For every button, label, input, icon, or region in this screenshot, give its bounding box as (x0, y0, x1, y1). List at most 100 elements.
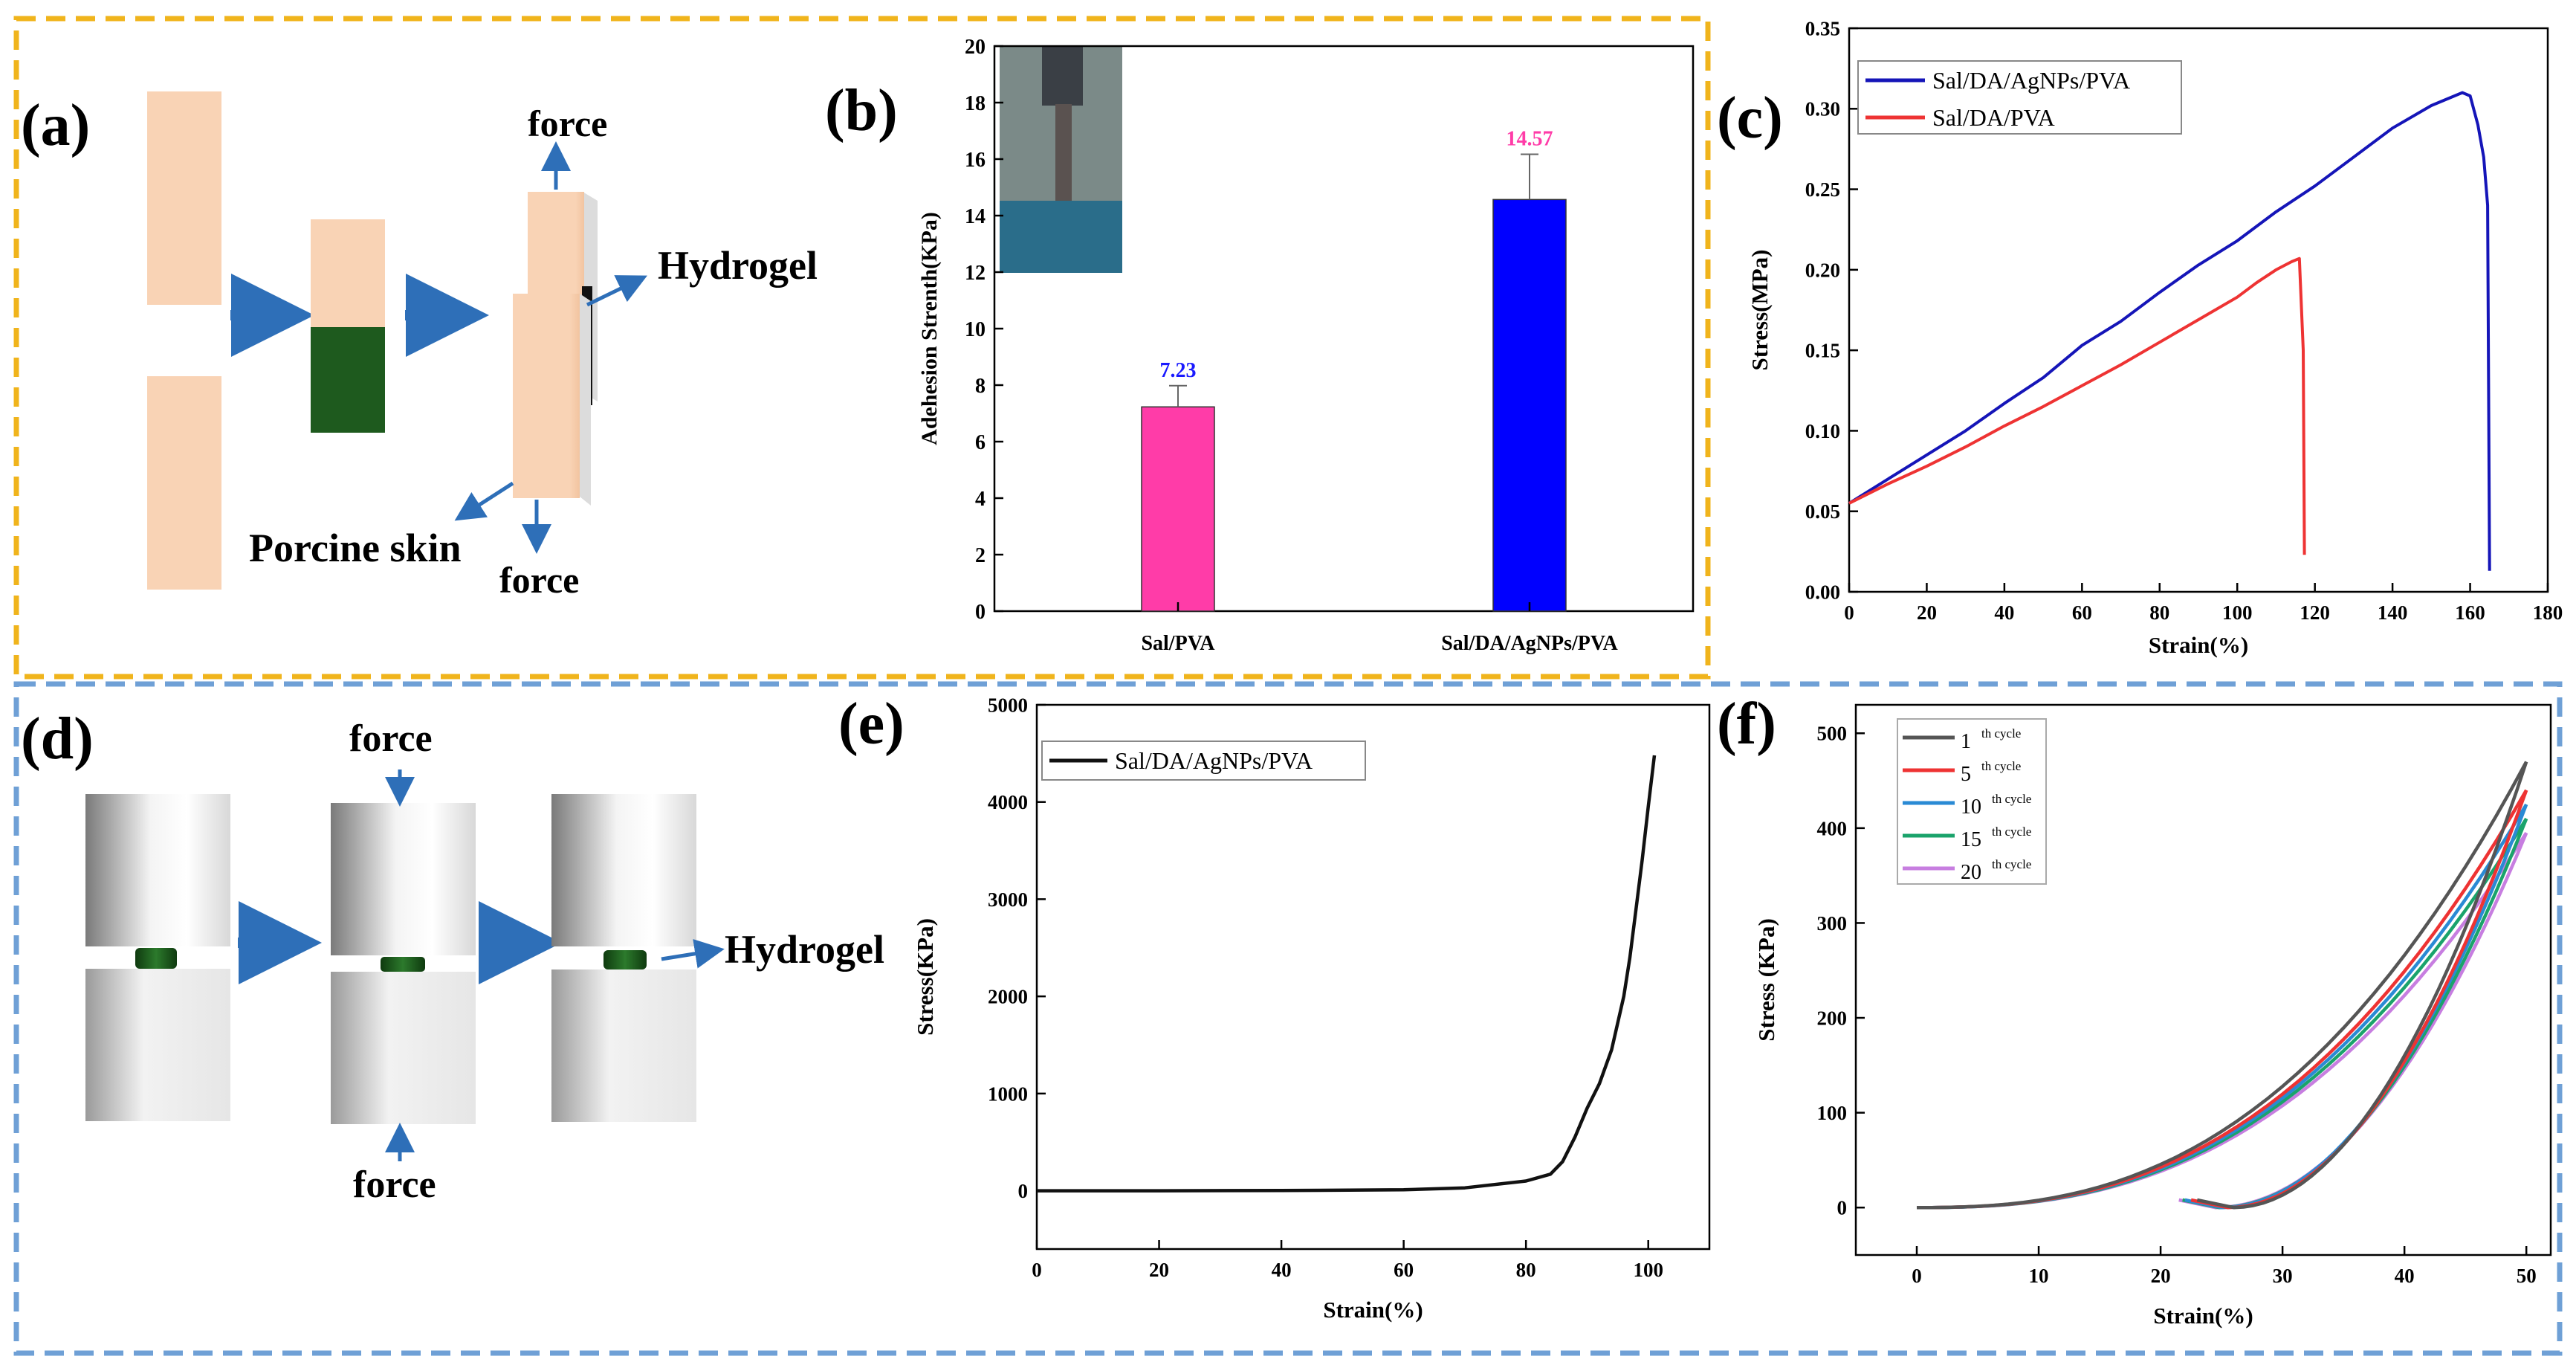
hydrogel-sample-1 (135, 948, 177, 969)
x-tick-label: 0 (1844, 601, 1854, 624)
panel-c-label: (c) (1717, 86, 1783, 151)
hydrogel-pointer-d (661, 938, 725, 969)
legend-superscript: th cycle (1992, 825, 2031, 839)
x-tick-label: 120 (2300, 601, 2330, 624)
y-tick-label: 200 (1817, 1007, 1848, 1029)
line-chart-compression: 0 1000 2000 3000 4000 5000 0 20 40 60 80 100 Strain(… (912, 694, 1711, 1323)
x-tick-label: 40 (1994, 601, 2014, 624)
series-line (1848, 256, 2306, 555)
y-tick-label: 0.35 (1805, 17, 1840, 39)
skin-piece-bottom (147, 376, 221, 590)
legend-label: 5 (1961, 763, 1971, 786)
photo-inset-sample (1055, 104, 1072, 216)
unloading-curve (2196, 761, 2528, 1210)
y-tick-label: 16 (965, 149, 986, 172)
photo-inset-clamp-bottom (1000, 201, 1122, 273)
x-tick-label: 40 (2395, 1265, 2415, 1287)
legend-label: Sal/DA/AgNPs/PVA (1932, 67, 2130, 94)
x-tick-label: 60 (1394, 1259, 1414, 1281)
hydrogel-pointer (586, 275, 647, 307)
upper-plate-1 (85, 794, 230, 946)
bar (1492, 199, 1567, 612)
y-tick-label: 4000 (988, 791, 1028, 813)
lower-plate-1 (85, 969, 230, 1121)
x-axis-label: Strain(%) (1323, 1297, 1423, 1323)
loading-curve (1917, 761, 2528, 1210)
upper-plate-3 (551, 794, 696, 946)
x-tick-label: 100 (2222, 601, 2253, 624)
y-axis-label: Stress(KPa) (912, 918, 938, 1036)
skin-pointer (454, 481, 514, 521)
photo-inset-clamp-top (1042, 46, 1083, 106)
legend-label: 20 (1961, 861, 1981, 884)
legend-superscript: th cycle (1992, 792, 2031, 806)
x-tick-label: 100 (1633, 1259, 1663, 1281)
y-tick-label: 4 (975, 488, 986, 511)
lower-plate-3 (551, 969, 696, 1122)
plot-frame (1854, 703, 2552, 1256)
y-tick-label: 0.10 (1805, 420, 1840, 442)
y-tick-label: 20 (965, 36, 986, 59)
y-axis-label: Stress(MPa) (1747, 250, 1773, 371)
y-tick-label: 100 (1817, 1102, 1848, 1124)
panel-b-label: (b) (825, 78, 898, 143)
legend-label: Sal/DA/PVA (1932, 104, 2055, 131)
lower-skin-block (513, 294, 580, 498)
y-tick-label: 0.30 (1805, 98, 1840, 120)
y-axis-label: Adehesion Strenth(KPa) (917, 212, 942, 445)
unloading-curve (2190, 790, 2528, 1210)
force-label-bottom: force (499, 559, 579, 601)
series-line (1037, 755, 1657, 1193)
line-chart-tensile: 0.00 0.05 0.10 0.15 0.20 0.25 0.30 0.35 0 20 40 60 8… (1747, 17, 2563, 658)
y-tick-label: 12 (965, 262, 986, 285)
x-tick-label: 20 (2151, 1265, 2171, 1287)
plot-frame (1848, 27, 2549, 593)
x-tick-label: 80 (1516, 1259, 1536, 1281)
unloading-curve (2184, 804, 2528, 1210)
line-chart-cyclic: 0 100 200 300 400 500 0 10 20 30 40 50 Strain(%) Stre… (1753, 703, 2552, 1329)
y-tick-label: 5000 (988, 694, 1028, 716)
y-tick-label: 14 (965, 205, 986, 228)
x-tick-label: 20 (1917, 601, 1937, 624)
y-tick-label: 10 (965, 318, 986, 341)
x-tick-label: 20 (1149, 1259, 1169, 1281)
skin-piece-mid (311, 219, 385, 327)
x-axis-label: Strain(%) (2153, 1303, 2253, 1329)
hydrogel-label-a: Hydrogel (658, 243, 818, 288)
legend-label: 1 (1961, 730, 1971, 753)
plot-frame (1035, 703, 1711, 1251)
panel-e-label: (e) (838, 691, 904, 757)
upper-plate-2 (331, 803, 476, 955)
lower-skin-side (580, 294, 591, 506)
y-tick-label: 0.05 (1805, 500, 1840, 523)
hydrogel-sample-3 (603, 950, 647, 969)
y-tick-label: 1000 (988, 1083, 1028, 1105)
y-tick-label: 500 (1817, 723, 1848, 745)
bar (1141, 406, 1215, 612)
y-tick-label: 0.15 (1805, 340, 1840, 362)
category-label: Sal/PVA (1141, 632, 1215, 655)
frame-top (13, 16, 1711, 680)
y-tick-label: 400 (1817, 817, 1848, 839)
x-tick-label: 60 (2072, 601, 2092, 624)
panel-f-label: (f) (1717, 691, 1776, 757)
y-tick-label: 0 (975, 601, 986, 624)
x-tick-label: 180 (2533, 601, 2563, 624)
panel-a: (a) force Hydrogel Porcine skin force (21, 91, 818, 601)
x-axis-label: Strain(%) (2149, 632, 2248, 658)
x-tick-label: 0 (1032, 1259, 1042, 1281)
x-tick-label: 30 (2273, 1265, 2293, 1287)
y-tick-label: 18 (965, 92, 986, 115)
y-axis-label: Stress (KPa) (1753, 918, 1779, 1042)
legend-box (1857, 60, 2182, 135)
legend-label: Sal/DA/AgNPs/PVA (1115, 747, 1313, 774)
porcine-skin-label: Porcine skin (249, 526, 462, 570)
lower-plate-2 (331, 972, 476, 1124)
force-label-d-top: force (349, 717, 433, 760)
legend-superscript: th cycle (1981, 726, 2021, 741)
legend: Sal/DA/AgNPs/PVA (1041, 741, 1366, 781)
hydrogel-piece (311, 327, 385, 433)
legend-label: 10 (1961, 796, 1981, 819)
